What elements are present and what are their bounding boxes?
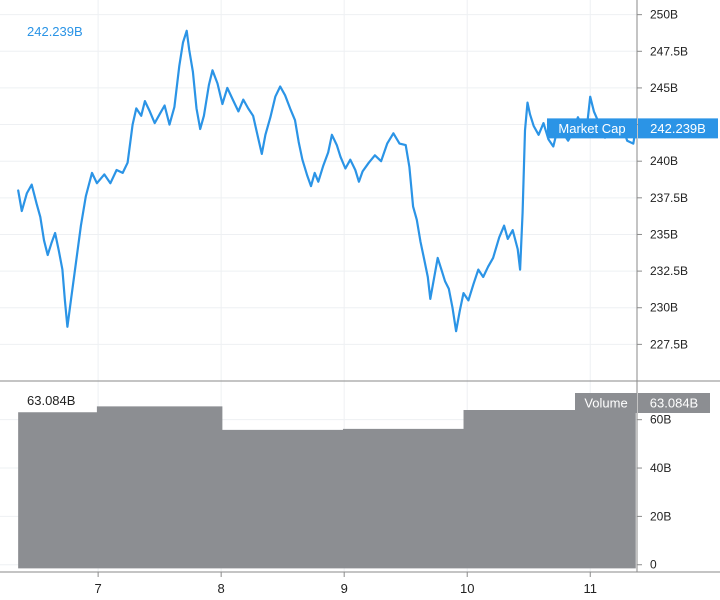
price-tick-label: 247.5B <box>650 44 688 58</box>
market-cap-series <box>17 29 637 333</box>
volume-name-label: Volume <box>584 396 627 411</box>
price-tick-label: 245B <box>650 81 678 95</box>
volume-value-badge <box>638 393 710 413</box>
axes <box>0 0 720 577</box>
price-badges: Market Cap 242.239B Volume 63.084B <box>547 118 718 413</box>
tick-labels: 227.5B 230B 232.5B 235B 237.5B 240B 245B 247.5B… <box>95 8 689 596</box>
volume-tick-label: 60B <box>650 413 671 427</box>
volume-readout: 63.084B <box>27 393 76 408</box>
price-tick-label: 237.5B <box>650 191 688 205</box>
x-tick-label: 9 <box>341 581 348 596</box>
market-cap-line <box>17 29 637 333</box>
market-cap-value-label: 242.239B <box>650 121 706 136</box>
volume-name-badge <box>575 393 637 413</box>
volume-tick-label: 0 <box>650 558 657 572</box>
price-tick-label: 250B <box>650 8 678 22</box>
x-tick-label: 8 <box>218 581 225 596</box>
volume-value-label: 63.084B <box>650 396 698 411</box>
market-cap-name-label: Market Cap <box>558 121 625 136</box>
volume-area-fill <box>18 406 636 569</box>
market-cap-name-badge <box>547 118 637 139</box>
price-tick-label: 227.5B <box>650 337 688 351</box>
volume-area <box>18 406 636 569</box>
price-tick-label: 240B <box>650 154 678 168</box>
x-tick-label: 7 <box>95 581 102 596</box>
price-tick-label: 230B <box>650 301 678 315</box>
volume-tick-label: 40B <box>650 461 671 475</box>
x-tick-label: 10 <box>460 581 474 596</box>
x-tick-label: 11 <box>583 581 597 596</box>
volume-tick-label: 20B <box>650 509 671 523</box>
market-cap-value-badge <box>638 118 718 139</box>
price-tick-label: 235B <box>650 227 678 241</box>
price-tick-label: 232.5B <box>650 264 688 278</box>
market-cap-readout: 242.239B <box>27 24 83 39</box>
